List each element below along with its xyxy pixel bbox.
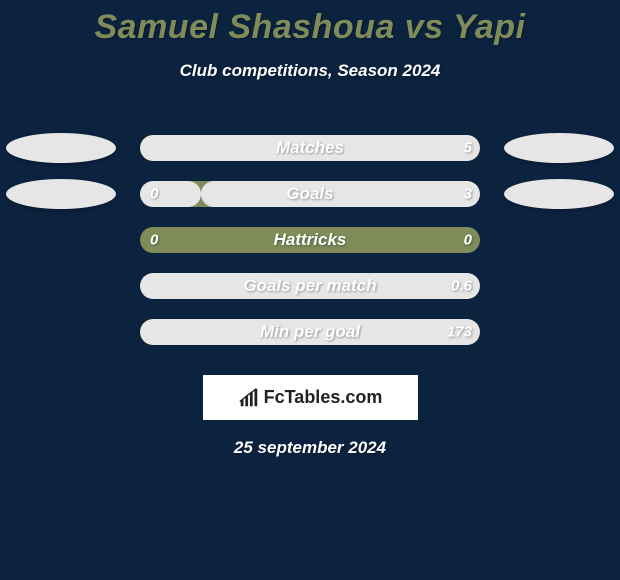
stat-rows: Matches5Goals03Hattricks00Goals per matc… bbox=[0, 125, 620, 355]
stat-row: Min per goal173 bbox=[0, 309, 620, 355]
stat-label: Goals bbox=[140, 184, 480, 204]
stat-bar: Goals0 3 bbox=[140, 181, 480, 207]
stat-bar: Goals per match0.6 bbox=[140, 273, 480, 299]
chart-container: Samuel Shashoua vs Yapi Club competition… bbox=[0, 0, 620, 580]
stat-label: Min per goal bbox=[140, 322, 480, 342]
subtitle: Club competitions, Season 2024 bbox=[0, 61, 620, 81]
player-ellipse-left bbox=[6, 179, 116, 209]
player-ellipse-left bbox=[6, 133, 116, 163]
stat-row: Goals per match0.6 bbox=[0, 263, 620, 309]
stat-value-left: 0 bbox=[150, 186, 158, 203]
stat-bar: Matches5 bbox=[140, 135, 480, 161]
stat-value-left: 0 bbox=[150, 232, 158, 249]
brand-chart-icon bbox=[238, 387, 260, 409]
stat-row: Hattricks0 0 bbox=[0, 217, 620, 263]
stat-label: Hattricks bbox=[140, 230, 480, 250]
stat-label: Goals per match bbox=[140, 276, 480, 296]
brand-box: FcTables.com bbox=[203, 375, 418, 420]
stat-bar: Min per goal173 bbox=[140, 319, 480, 345]
player-ellipse-right bbox=[504, 133, 614, 163]
stat-value-right: 3 bbox=[464, 186, 472, 203]
stat-row: Matches5 bbox=[0, 125, 620, 171]
date: 25 september 2024 bbox=[0, 438, 620, 458]
stat-row: Goals0 3 bbox=[0, 171, 620, 217]
page-title: Samuel Shashoua vs Yapi bbox=[0, 0, 620, 47]
stat-bar: Hattricks0 0 bbox=[140, 227, 480, 253]
stat-value-right: 173 bbox=[447, 324, 472, 341]
stat-value-right: 0 bbox=[464, 232, 472, 249]
player-ellipse-right bbox=[504, 179, 614, 209]
brand-text: FcTables.com bbox=[264, 387, 383, 408]
stat-value-right: 5 bbox=[464, 140, 472, 157]
stat-value-right: 0.6 bbox=[451, 278, 472, 295]
stat-label: Matches bbox=[140, 138, 480, 158]
